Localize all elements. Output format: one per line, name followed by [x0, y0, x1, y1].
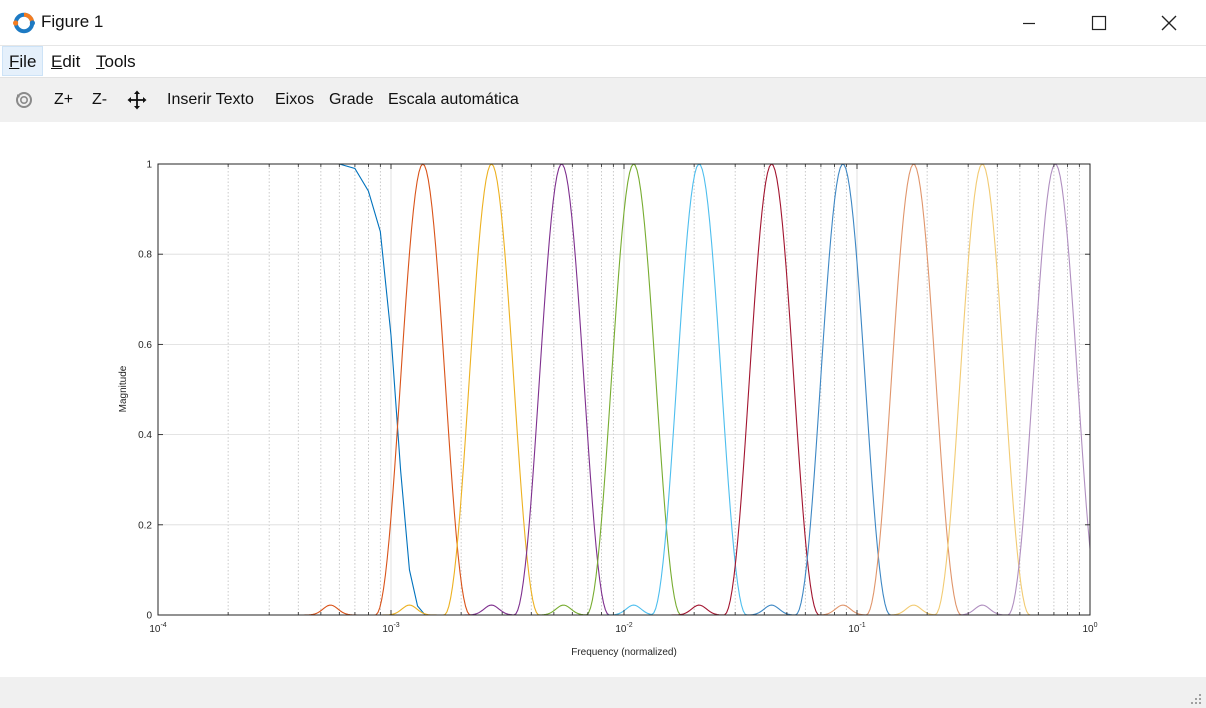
- x-tick-label: 100: [1082, 622, 1097, 635]
- close-button[interactable]: [1134, 0, 1204, 45]
- axes-button[interactable]: Eixos: [275, 91, 315, 108]
- minimize-button[interactable]: [994, 0, 1064, 45]
- status-bar: [0, 677, 1206, 708]
- x-tick-label: 10-3: [382, 622, 399, 635]
- x-tick-label: 10-4: [149, 622, 166, 635]
- grid-button[interactable]: Grade: [329, 91, 374, 108]
- menu-bar: File Edit Tools: [0, 46, 1206, 76]
- menu-edit-mnemonic: E: [51, 52, 63, 71]
- y-tick-label: 0.2: [138, 520, 152, 531]
- menu-file-label: ile: [19, 52, 37, 71]
- menu-tools[interactable]: Tools: [90, 46, 142, 76]
- y-tick-label: 0.6: [138, 340, 152, 351]
- menu-file[interactable]: File: [2, 46, 44, 76]
- menu-tools-mnemonic: T: [96, 52, 105, 71]
- menu-tools-label: ools: [104, 52, 136, 71]
- filter-bank-plot: 10-4 10-3 10-2 10-1 100 0 0.2 0.4 0.6 0.8 1 Magnit…: [118, 160, 1098, 659]
- y-tick-label: 0.4: [138, 430, 152, 441]
- maximize-button[interactable]: [1064, 0, 1134, 45]
- y-tick-label: 1: [146, 160, 152, 171]
- y-tick-label: 0: [146, 611, 152, 622]
- y-axis-label: Magnitude: [118, 365, 129, 412]
- autoscale-button[interactable]: Escala automática: [388, 91, 519, 108]
- menu-edit[interactable]: Edit: [45, 46, 86, 76]
- resize-grip-icon[interactable]: [1190, 693, 1202, 705]
- menu-edit-label: dit: [62, 52, 81, 71]
- minimize-icon: [1023, 22, 1035, 24]
- close-icon: [1161, 15, 1177, 30]
- maximize-icon: [1091, 15, 1107, 30]
- x-tick-label: 10-1: [848, 622, 865, 635]
- zoom-out-button[interactable]: Z-: [92, 91, 108, 108]
- insert-text-button[interactable]: Inserir Texto: [167, 91, 254, 108]
- pan-icon: [127, 90, 147, 110]
- rotate-icon: [16, 92, 32, 108]
- zoom-in-button[interactable]: Z+: [54, 91, 74, 108]
- figure-canvas[interactable]: 10-4 10-3 10-2 10-1 100 0 0.2 0.4 0.6 0.8 1 Magnit…: [0, 122, 1206, 677]
- window-title: Figure 1: [41, 12, 104, 31]
- octave-logo-icon: [13, 12, 35, 34]
- x-tick-label: 10-2: [615, 622, 632, 635]
- title-bar: Figure 1: [0, 0, 1206, 46]
- pan-button[interactable]: [126, 78, 148, 122]
- y-tick-label: 0.8: [138, 250, 152, 261]
- menu-file-mnemonic: F: [9, 52, 20, 71]
- toolbar: Z+ Z- Inserir Texto Eixos Grade Escala a…: [0, 77, 1206, 123]
- rotate-button[interactable]: [12, 78, 36, 122]
- x-axis-label: Frequency (normalized): [571, 647, 677, 658]
